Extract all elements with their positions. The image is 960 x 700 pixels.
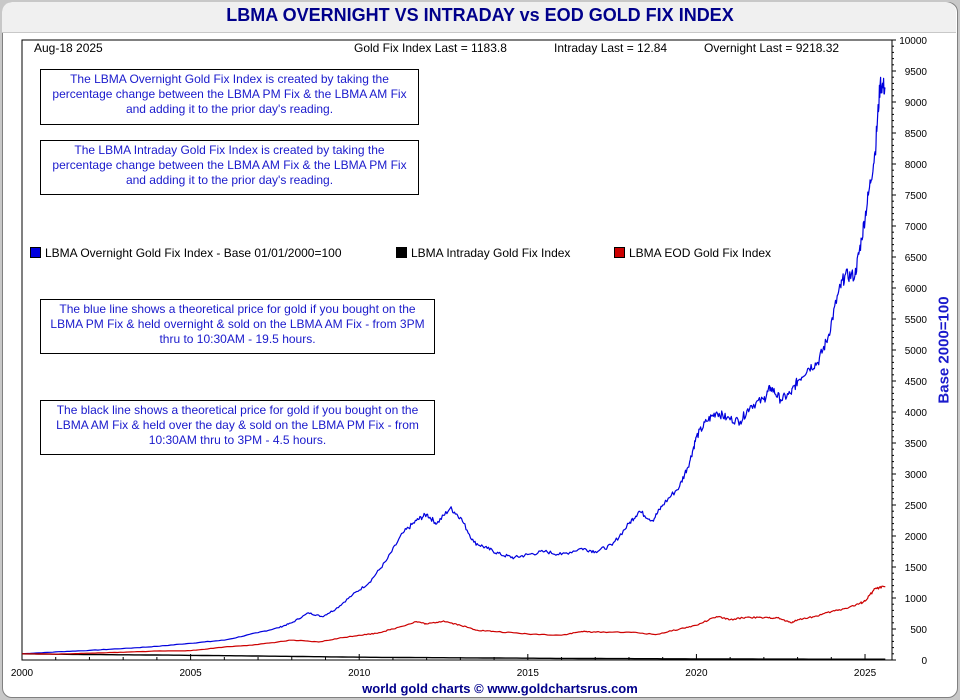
chart-title: LBMA OVERNIGHT VS INTRADAY vs EOD GOLD F…	[226, 5, 734, 25]
series-eod-line	[22, 585, 886, 655]
y-tick-label: 6500	[905, 253, 928, 264]
y-axis-label: Base 2000=100	[935, 296, 953, 404]
legend-overnight-swatch	[30, 247, 41, 258]
legend-eod: LBMA EOD Gold Fix Index	[614, 246, 771, 260]
y-tick-label: 0	[921, 656, 927, 667]
y-tick-label: 7500	[905, 191, 928, 202]
date-label: Aug-18 2025	[34, 41, 103, 55]
overnight-last: Overnight Last = 9218.32	[704, 41, 840, 55]
note-intraday: The LBMA Intraday Gold Fix Index is crea…	[40, 140, 419, 195]
legend-intraday: LBMA Intraday Gold Fix Index	[396, 246, 570, 260]
legend-intraday-swatch	[396, 247, 407, 258]
y-tick-label: 3000	[905, 470, 928, 481]
legend-eod-label: LBMA EOD Gold Fix Index	[629, 246, 772, 260]
note-overnight: The LBMA Overnight Gold Fix Index is cre…	[40, 69, 419, 125]
y-tick-label: 1500	[905, 563, 928, 574]
note-black-line: The black line shows a theoretical price…	[40, 400, 435, 455]
y-tick-label: 3500	[905, 439, 928, 450]
legend-overnight-label: LBMA Overnight Gold Fix Index - Base 01/…	[45, 246, 342, 260]
y-tick-label: 6000	[905, 284, 928, 295]
y-tick-label: 4500	[905, 377, 928, 388]
x-tick-label: 2005	[179, 668, 202, 679]
note-blue-line: The blue line shows a theoretical price …	[40, 299, 435, 354]
y-tick-label: 500	[910, 625, 927, 636]
title-bar	[2, 2, 956, 33]
legend-intraday-label: LBMA Intraday Gold Fix Index	[411, 246, 571, 260]
y-tick-label: 9500	[905, 67, 928, 78]
gold-fix-last: Gold Fix Index Last = 1183.8	[354, 41, 507, 55]
legend-eod-swatch	[614, 247, 625, 258]
y-tick-label: 8500	[905, 129, 928, 140]
y-tick-label: 2000	[905, 532, 928, 543]
y-tick-label: 2500	[905, 501, 928, 512]
series-overnight-line	[21, 76, 886, 655]
y-tick-label: 1000	[905, 594, 928, 605]
footer-credit: world gold charts © www.goldchartsrus.co…	[362, 681, 638, 696]
y-tick-label: 7000	[905, 222, 928, 233]
x-tick-label: 2000	[11, 668, 34, 679]
y-tick-label: 10000	[899, 36, 927, 47]
legend-overnight: LBMA Overnight Gold Fix Index - Base 01/…	[30, 246, 342, 260]
series-intraday-line	[21, 653, 886, 660]
y-tick-label: 5500	[905, 315, 928, 326]
y-tick-label: 9000	[905, 98, 928, 109]
y-tick-label: 5000	[905, 346, 928, 357]
x-tick-label: 2015	[517, 668, 540, 679]
y-tick-label: 4000	[905, 408, 928, 419]
intraday-last: Intraday Last = 12.84	[554, 41, 668, 55]
x-tick-label: 2020	[685, 668, 708, 679]
x-tick-label: 2010	[348, 668, 371, 679]
x-tick-label: 2025	[854, 668, 877, 679]
y-tick-label: 8000	[905, 160, 928, 171]
